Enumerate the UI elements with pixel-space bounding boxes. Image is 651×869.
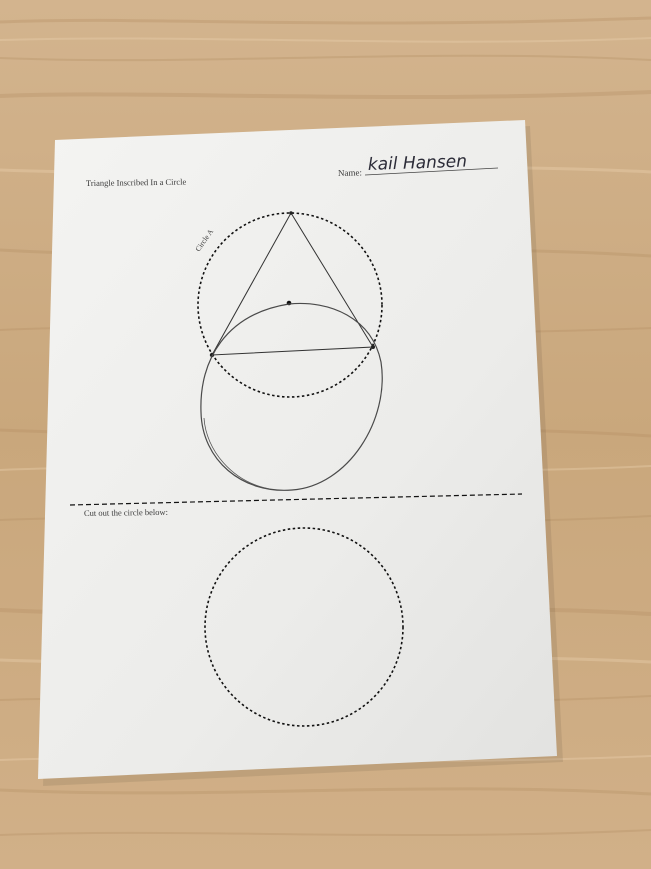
cut-dashed-line	[69, 493, 523, 506]
hand-drawn-circle-overstroke	[203, 417, 271, 490]
cut-out-circle-dashed	[204, 527, 404, 727]
name-underline	[364, 167, 499, 176]
name-label: Name:	[338, 167, 362, 178]
worksheet-paper	[38, 120, 563, 786]
circle-a-dashed	[197, 212, 383, 398]
hand-drawn-circle	[200, 302, 383, 491]
inscribed-triangle	[211, 212, 374, 356]
vertex-top	[289, 211, 293, 215]
cut-instruction: Cut out the circle below:	[84, 507, 168, 518]
vertex-right	[371, 345, 375, 349]
name-handwritten: kail Hansen	[367, 152, 467, 175]
worksheet-title: Triangle Inscribed In a Circle	[86, 177, 187, 188]
